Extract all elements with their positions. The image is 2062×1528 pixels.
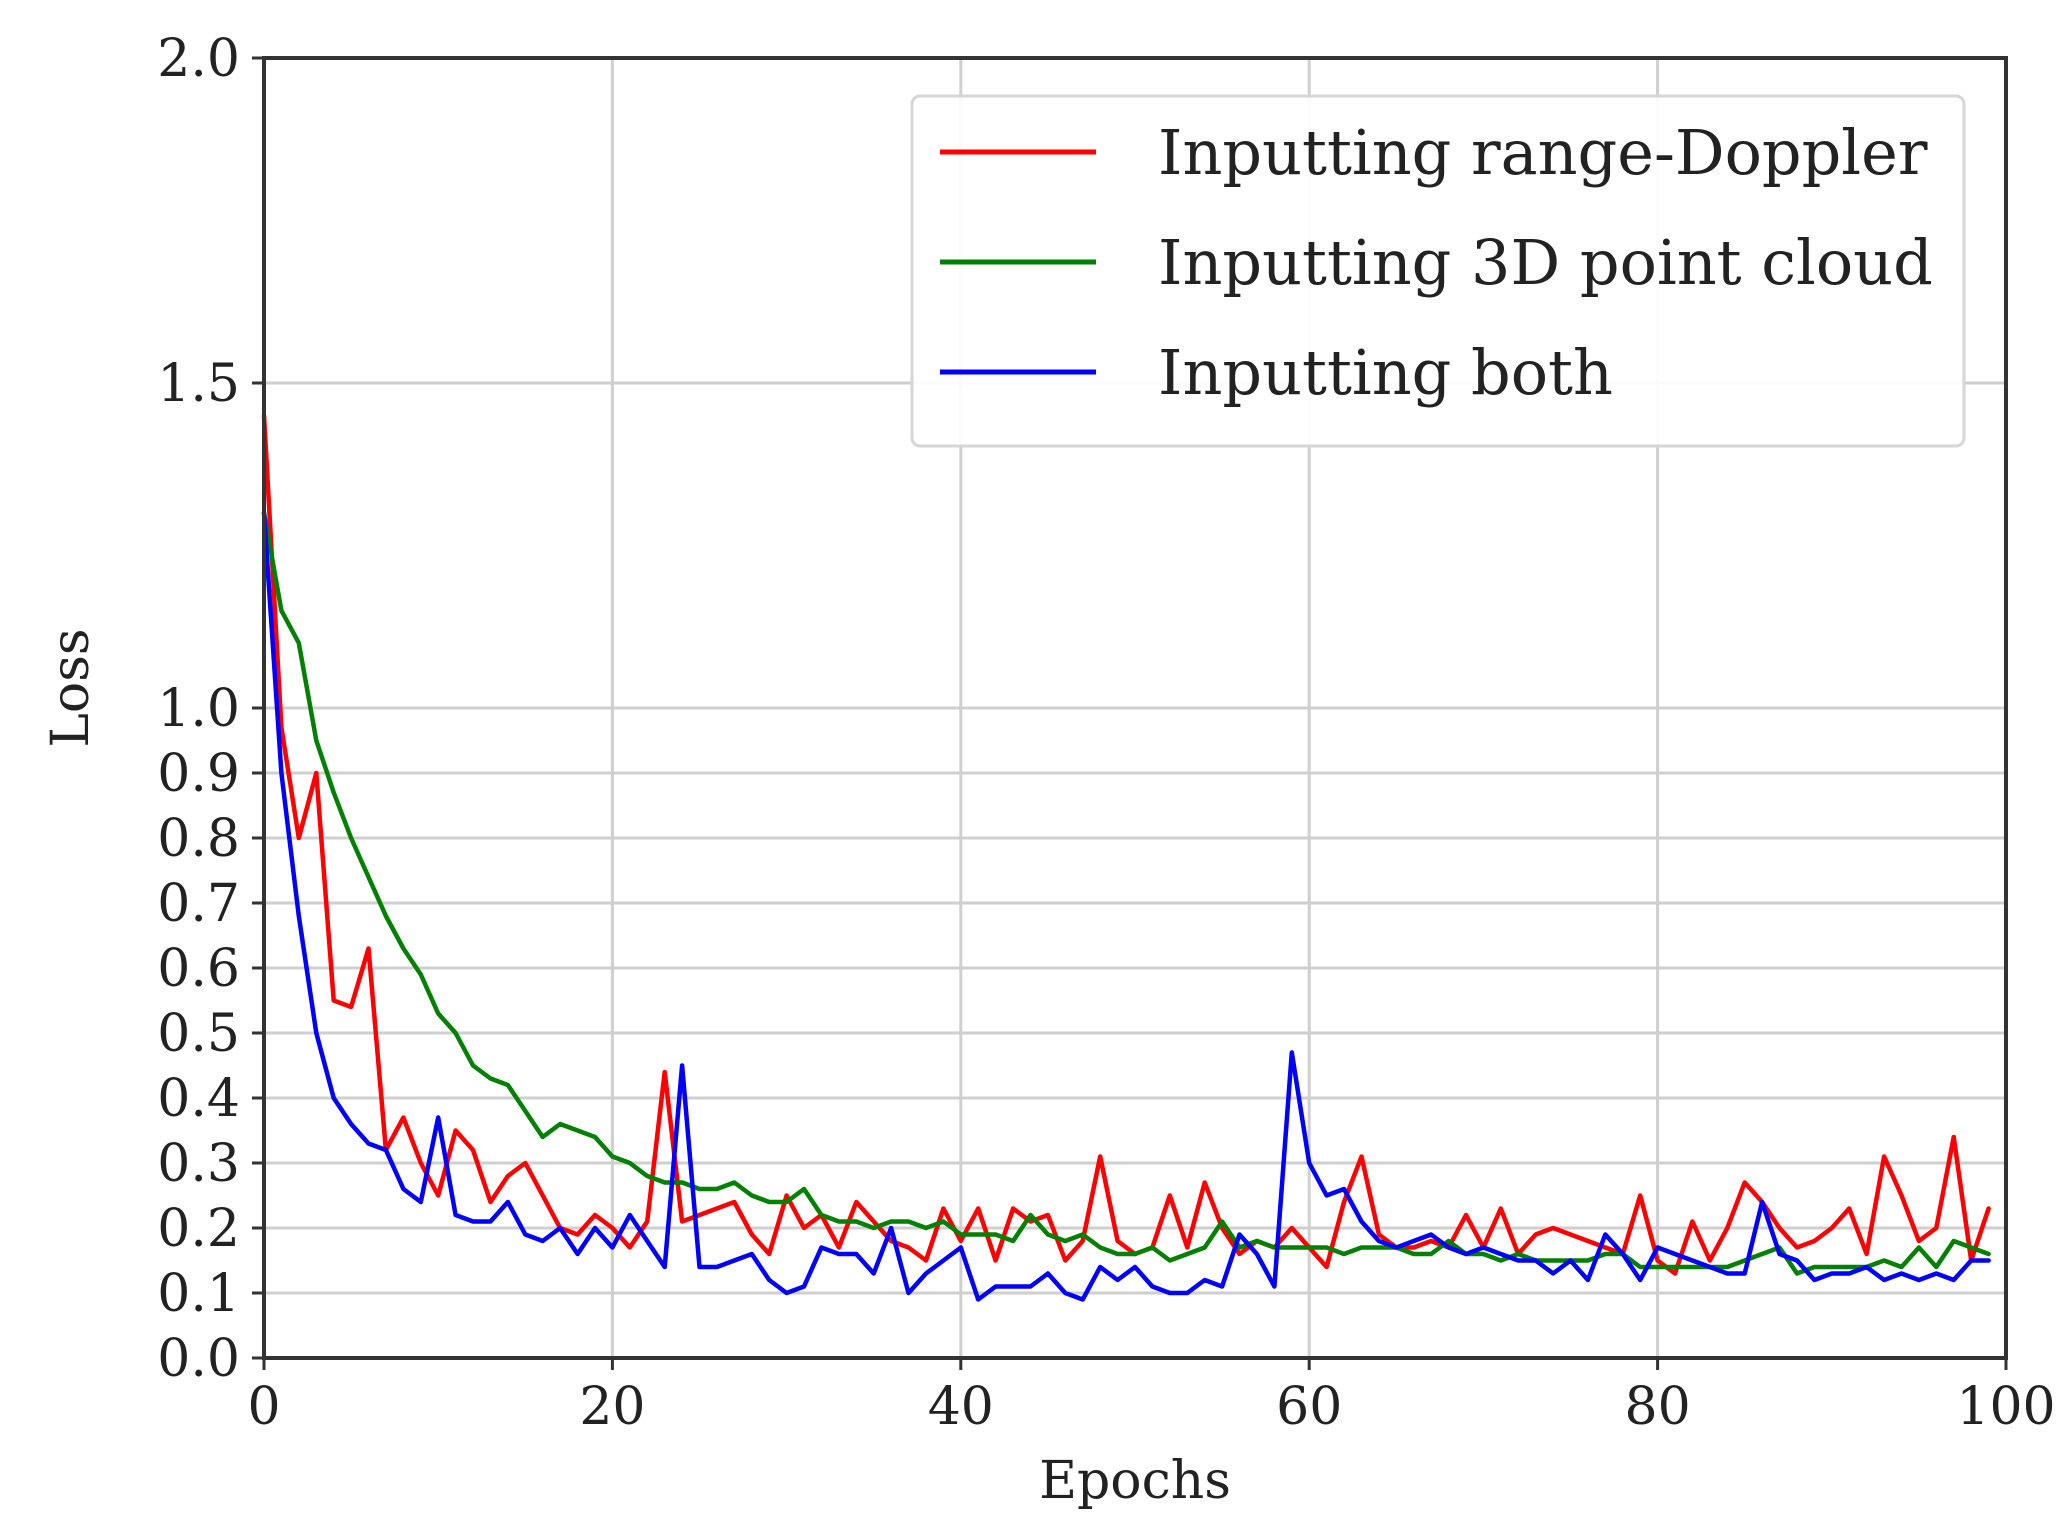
legend-box	[910, 94, 1966, 448]
x-tick-label: 0	[247, 1377, 280, 1437]
x-tick-label: 20	[579, 1377, 645, 1437]
y-tick-label: 0.6	[157, 939, 240, 999]
y-tick-label: 1.0	[157, 679, 240, 739]
y-tick-label: 0.1	[157, 1264, 240, 1324]
x-tick-label: 60	[1276, 1377, 1342, 1437]
series-line-3d-point-cloud	[261, 510, 1991, 1276]
x-tick-label: 100	[1956, 1377, 2055, 1437]
y-tick-label: 2.0	[157, 29, 240, 89]
legend: Inputting range-Doppler Inputting 3D poi…	[910, 94, 1966, 448]
y-tick-label: 1.5	[157, 354, 240, 414]
y-tick-label: 0.5	[157, 1004, 240, 1064]
series-line-range-doppler	[261, 413, 1991, 1276]
x-tick-label: 80	[1625, 1377, 1691, 1437]
y-tick-label: 0.3	[157, 1134, 240, 1194]
y-axis-title: Loss	[41, 628, 101, 747]
legend-label-3d-point-cloud: Inputting 3D point cloud	[1158, 226, 1933, 299]
y-tick-label: 0.8	[157, 809, 240, 869]
x-tick-label: 40	[928, 1377, 994, 1437]
legend-label-both: Inputting both	[1158, 336, 1613, 409]
y-tick-label: 0.4	[157, 1069, 240, 1129]
y-axis-ticks: 0.00.10.20.30.40.50.60.70.80.91.0 1.5 2.0	[157, 29, 264, 1389]
series-lines	[261, 413, 1991, 1302]
legend-label-range-doppler: Inputting range-Doppler	[1158, 116, 1928, 189]
y-tick-label: 0.2	[157, 1199, 240, 1259]
series-line-both	[261, 510, 1991, 1302]
y-tick-label: 0.7	[157, 874, 240, 934]
x-axis-ticks: 0 20 40 60 80 100	[247, 1358, 2056, 1437]
y-tick-label: 0.0	[157, 1329, 240, 1389]
x-axis-title: Epochs	[1039, 1451, 1231, 1511]
y-tick-label: 0.9	[157, 744, 240, 804]
